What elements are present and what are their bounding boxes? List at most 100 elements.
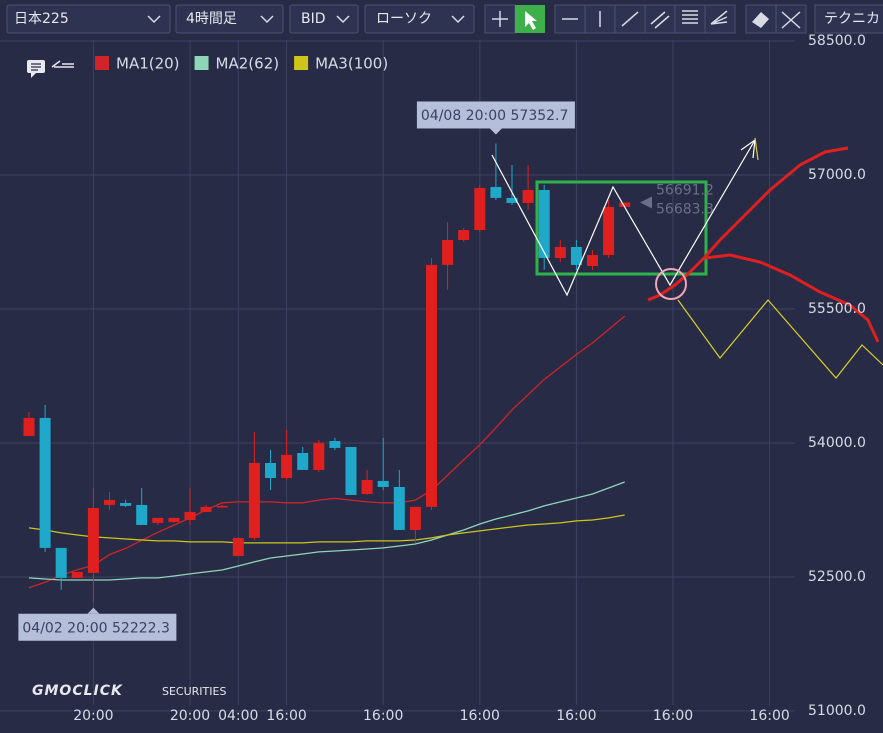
candle-body — [490, 186, 502, 198]
pointer-icon — [525, 11, 537, 30]
legend: MA1(20) MA2(62) MA3(100) — [95, 55, 388, 73]
x-tick-label: 16:00 — [266, 708, 306, 724]
legend-toggle-icon[interactable] — [51, 60, 74, 68]
box-drawing — [535, 180, 708, 276]
chart-style: ローソク — [376, 11, 432, 27]
timeframe: 4時間足 — [186, 11, 237, 27]
candle-body — [281, 454, 293, 478]
current-price: 56683.3 — [656, 201, 714, 217]
candle-body — [23, 417, 35, 436]
candle-body — [55, 547, 67, 578]
zigzag-white — [491, 139, 756, 297]
chart-style-select[interactable] — [364, 4, 475, 34]
legend-label: MA1(20) — [116, 55, 180, 73]
chevron — [147, 15, 161, 24]
y-tick-label: 57000.0 — [808, 167, 866, 183]
candle-body — [232, 537, 244, 556]
candle-body — [570, 246, 582, 265]
candle-body — [442, 240, 454, 265]
crosshair-icon — [492, 11, 508, 27]
candle-body — [71, 571, 83, 578]
y-tick-label: 58500.0 — [808, 33, 866, 49]
red-curve — [647, 146, 849, 302]
chevron — [336, 15, 350, 24]
fan-icon — [710, 10, 728, 25]
comment-lines — [31, 63, 41, 71]
red-curve — [704, 253, 880, 343]
hline-button[interactable] — [554, 4, 586, 34]
drawings — [491, 137, 883, 379]
y-tick-label: 54000.0 — [808, 435, 866, 451]
price-type-select[interactable] — [289, 4, 359, 34]
x-tick-label: 16:00 — [460, 708, 500, 724]
candle-body — [168, 517, 180, 522]
zigzag-yellow — [677, 299, 883, 379]
candle-body — [554, 246, 566, 258]
candle-body — [409, 506, 421, 530]
x-tick-label: 16:00 — [363, 708, 403, 724]
ma-line — [28, 481, 625, 581]
candle-body — [200, 506, 212, 512]
candle-body — [329, 440, 341, 448]
candle-body — [506, 197, 518, 203]
erase-all-icon — [781, 11, 801, 29]
comment-tail — [31, 73, 36, 78]
annotation-date: 04/02 20:00 — [22, 620, 107, 636]
technical: テクニカ — [824, 11, 880, 27]
symbol-select[interactable] — [6, 4, 171, 34]
fibo-fan-button[interactable] — [704, 4, 736, 34]
candle-body — [87, 507, 99, 573]
candle-body — [104, 499, 115, 505]
chevron — [451, 15, 465, 24]
annotation-value: 57352.7 — [511, 108, 569, 124]
chevron — [260, 15, 274, 24]
candle-body — [361, 479, 373, 494]
technical-button[interactable] — [814, 4, 883, 34]
candle-body — [136, 504, 148, 525]
candle-body — [587, 255, 598, 267]
candle-body — [619, 202, 631, 207]
x-tick-label: 20:00 — [170, 708, 210, 724]
ma-line — [28, 315, 626, 589]
logo-brand: GMOCLICK — [32, 683, 123, 699]
toolbar: 日本225 4時間足 BID ローソク テクニカ — [0, 0, 883, 38]
candle-body — [120, 502, 132, 506]
candle-body — [426, 264, 437, 507]
candle-body — [393, 486, 405, 530]
y-tick-label: 51000.0 — [808, 703, 866, 719]
timeframe-select[interactable] — [175, 4, 284, 34]
logo-suffix: SECURITIES — [162, 685, 226, 698]
x-tick-label: 16:00 — [749, 708, 789, 724]
channel-button[interactable] — [644, 4, 676, 34]
price-pointer — [640, 196, 652, 209]
legend-swatch — [194, 56, 209, 70]
current-price: 56691.2 — [656, 183, 714, 199]
annotation-pointer — [489, 128, 502, 135]
y-tick-label: 52500.0 — [808, 569, 866, 585]
candle-body — [39, 417, 51, 548]
eraser-icon — [752, 12, 769, 28]
trendline-icon — [621, 11, 639, 27]
annotation-text: 04/02 20:00 52222.3 — [22, 620, 170, 636]
candle-body — [458, 230, 470, 241]
candle-body — [216, 505, 228, 508]
candle-body — [345, 446, 357, 495]
fibo-icon — [682, 10, 698, 24]
ma-line — [28, 514, 625, 544]
legend-label: MA2(62) — [216, 55, 280, 73]
annotation-value: 52222.3 — [112, 620, 170, 636]
legend-label: MA3(100) — [315, 55, 388, 73]
annotation-text: 04/08 20:00 57352.7 — [421, 108, 569, 124]
candle-body — [265, 462, 276, 478]
candle-body — [377, 480, 389, 487]
legend-swatch — [294, 56, 309, 70]
y-tick-label: 55500.0 — [808, 301, 866, 317]
plot-area — [0, 40, 795, 712]
x-tick-label: 04:00 — [218, 708, 258, 724]
yellow-stroke — [754, 137, 759, 161]
candle-body — [313, 442, 325, 470]
x-tick-label: 16:00 — [653, 708, 693, 724]
price-type: BID — [301, 11, 326, 27]
annotation-box — [416, 101, 575, 129]
